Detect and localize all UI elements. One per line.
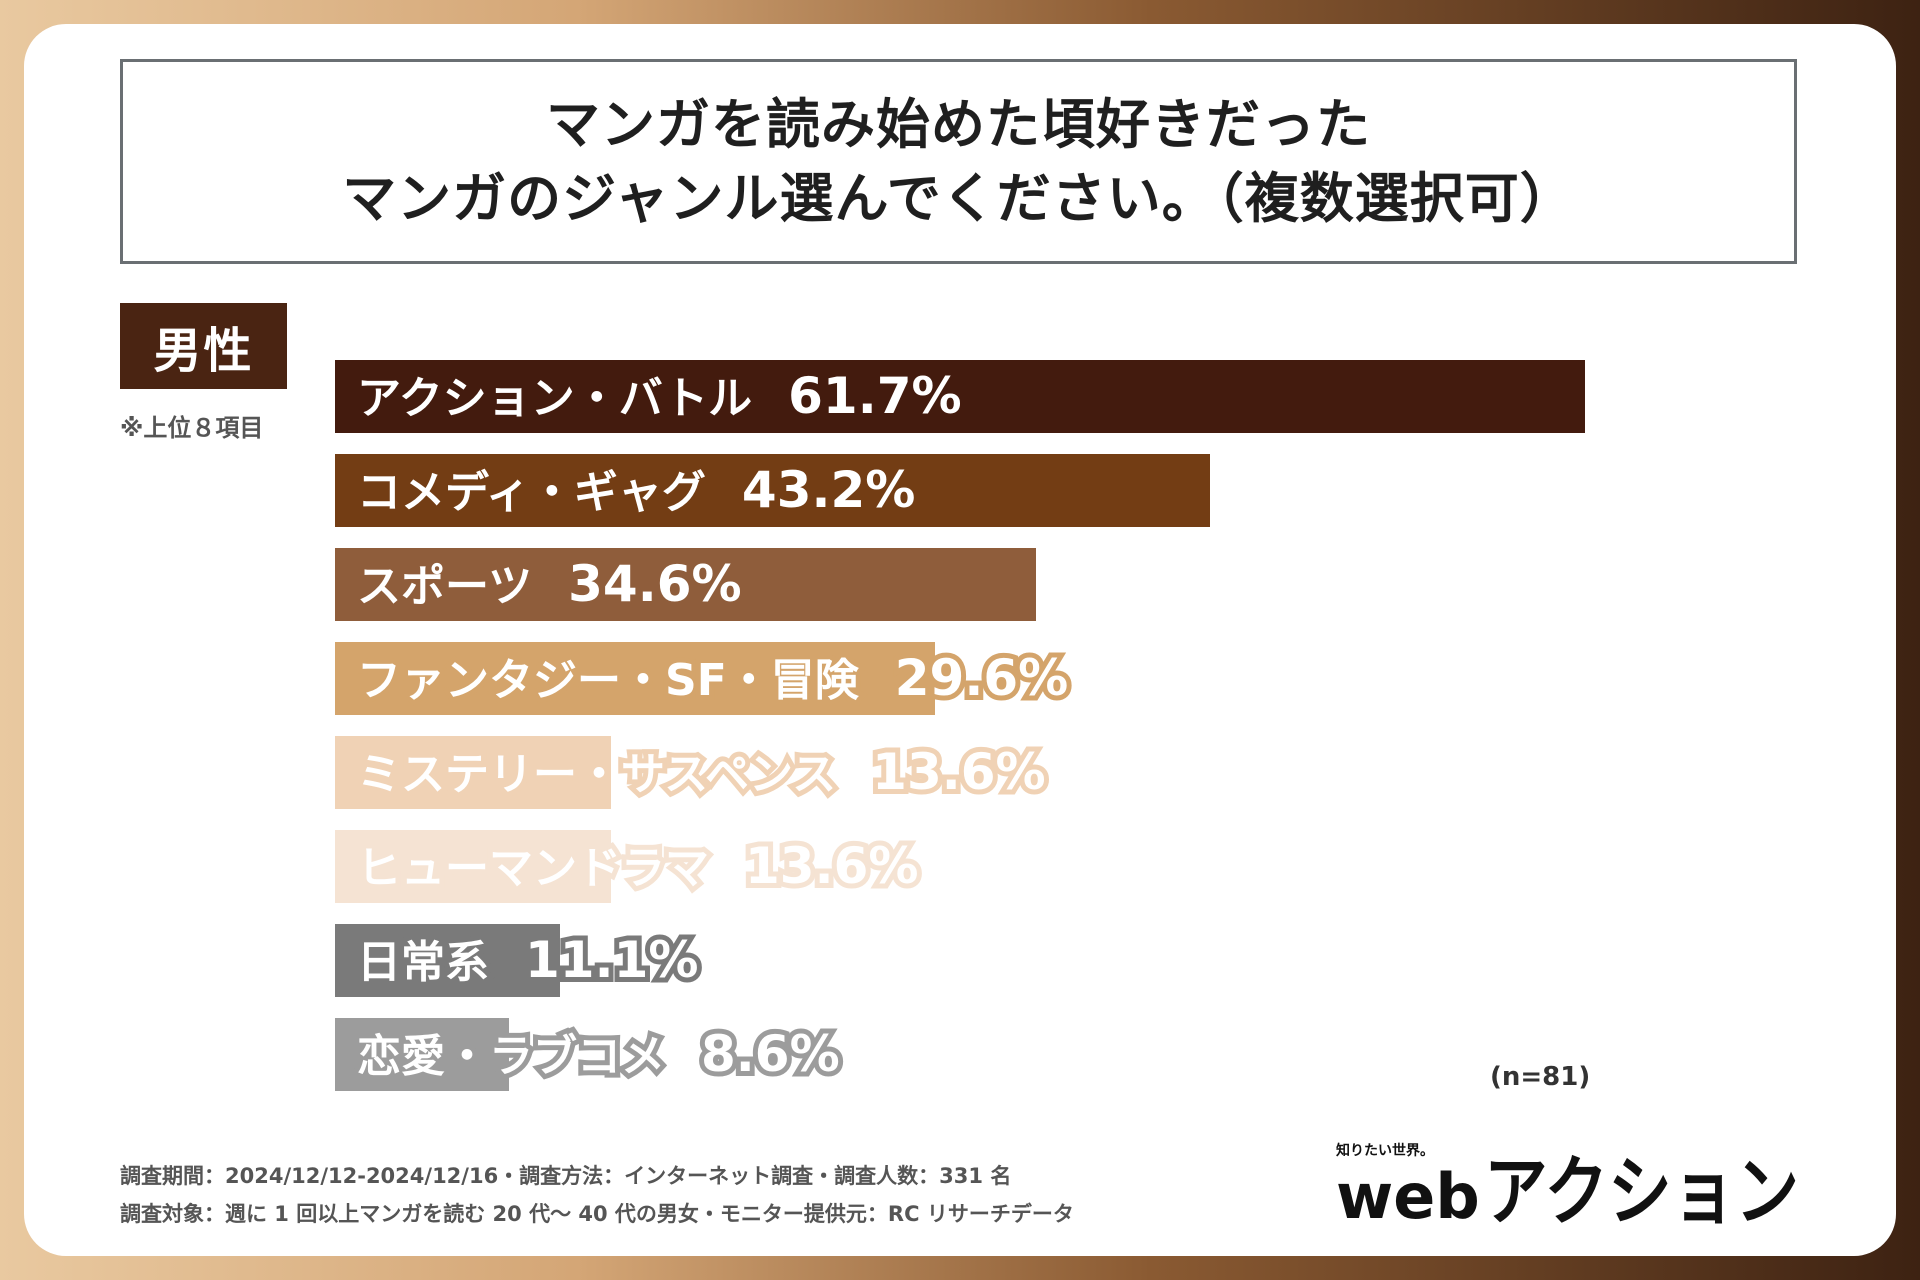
bar-label: コメディ・ギャグ 43.2% bbox=[357, 454, 915, 527]
bar-row: ヒューマンドラマ 13.6% bbox=[335, 830, 1835, 903]
bar bbox=[335, 924, 560, 997]
category-label: ミステリー・サスペンス bbox=[352, 744, 841, 805]
sample-size-note: (n=81) bbox=[1490, 1062, 1591, 1092]
bar-label: 日常系 11.1% bbox=[352, 924, 703, 997]
bar-label: ミステリー・サスペンス 13.6% bbox=[352, 736, 1051, 809]
value-label: 61.7% bbox=[788, 367, 962, 425]
bar bbox=[335, 736, 611, 809]
category-label: アクション・バトル bbox=[357, 373, 753, 424]
bar-row: コメディ・ギャグ 43.2% bbox=[335, 454, 1835, 527]
value-label: 11.1% bbox=[520, 926, 703, 994]
bar-label: ファンタジー・SF・冒険 29.6% bbox=[352, 642, 1073, 715]
value-label: 13.6% bbox=[867, 738, 1050, 806]
gender-label: 男性 bbox=[120, 303, 287, 389]
title-box: マンガを読み始めた頃好きだった マンガのジャンル選んでください。（複数選択可） bbox=[120, 59, 1797, 264]
value-label: 8.6% bbox=[696, 1020, 845, 1088]
web-action-logo: web アクション bbox=[1336, 1147, 1799, 1226]
title-line-1: マンガを読み始めた頃好きだった bbox=[546, 92, 1371, 156]
bar-row: スポーツ 34.6% bbox=[335, 548, 1835, 621]
logo-web-text: web bbox=[1336, 1160, 1480, 1226]
survey-info-line-1: 調査期間：2024/12/12-2024/12/16・調査方法：インターネット調… bbox=[120, 1164, 1012, 1188]
value-label: 34.6% bbox=[568, 555, 742, 613]
category-label: スポーツ bbox=[357, 561, 533, 612]
category-label: ファンタジー・SF・冒険 bbox=[352, 650, 864, 711]
logo-tagline: 知りたい世界。 bbox=[1336, 1143, 1434, 1159]
category-label: 日常系 bbox=[352, 932, 494, 993]
bar-label: スポーツ 34.6% bbox=[357, 548, 742, 621]
category-label: 恋愛・ラブコメ bbox=[352, 1026, 670, 1087]
category-label: コメディ・ギャグ bbox=[357, 467, 706, 518]
bar bbox=[335, 642, 935, 715]
value-label: 43.2% bbox=[741, 461, 916, 519]
bar-row: ファンタジー・SF・冒険 29.6% bbox=[335, 642, 1835, 715]
title-line-2: マンガのジャンル選んでください。（複数選択可） bbox=[342, 166, 1575, 230]
value-label: 13.6% bbox=[740, 832, 923, 900]
category-label: ヒューマンドラマ bbox=[352, 838, 714, 899]
bar-row: 日常系 11.1% bbox=[335, 924, 1835, 997]
bar-label: アクション・バトル 61.7% bbox=[357, 360, 962, 433]
bar bbox=[335, 548, 1036, 621]
bar bbox=[335, 1018, 510, 1091]
value-label: 29.6% bbox=[890, 644, 1073, 712]
bar bbox=[335, 454, 1211, 527]
bar-row: アクション・バトル 61.7% bbox=[335, 360, 1835, 433]
bar-label: 恋愛・ラブコメ 8.6% bbox=[352, 1018, 845, 1091]
bar-row: 恋愛・ラブコメ 8.6% bbox=[335, 1018, 1835, 1091]
top-items-note: ※上位８項目 bbox=[120, 414, 264, 442]
logo-action-text: アクション bbox=[1484, 1147, 1799, 1226]
bar bbox=[335, 830, 611, 903]
survey-info-line-2: 調査対象：週に 1 回以上マンガを読む 20 代～ 40 代の男女・モニター提供… bbox=[120, 1202, 1074, 1226]
bar-row: ミステリー・サスペンス 13.6% bbox=[335, 736, 1835, 809]
bar bbox=[335, 360, 1585, 433]
bar-label: ヒューマンドラマ 13.6% bbox=[352, 830, 923, 903]
